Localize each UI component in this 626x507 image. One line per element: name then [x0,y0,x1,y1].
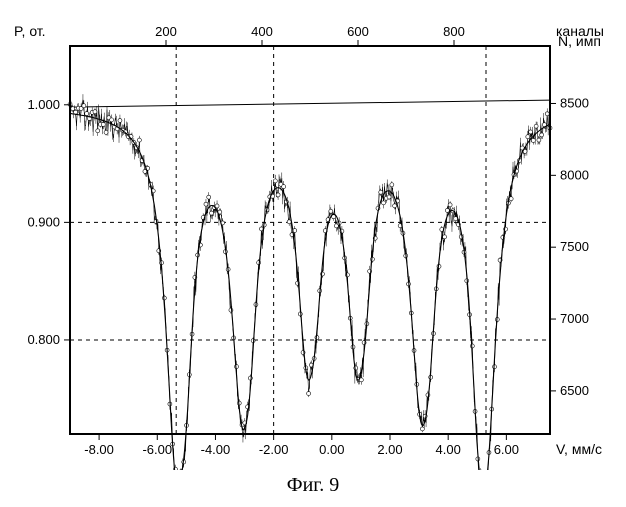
svg-text:8000: 8000 [560,167,589,182]
svg-text:0.900: 0.900 [27,214,60,229]
svg-text:200: 200 [155,24,177,39]
mossbauer-chart: -8.00 -6.00 -4.00 -2.00 0.00 2.00 4.00 6.00 V, м… [10,10,616,470]
svg-text:8500: 8500 [560,95,589,110]
svg-text:6.00: 6.00 [494,442,519,457]
svg-text:7500: 7500 [560,239,589,254]
svg-text:400: 400 [251,24,273,39]
svg-text:-6.00: -6.00 [142,442,172,457]
svg-text:N, имп: N, имп [558,33,601,49]
svg-text:4.00: 4.00 [436,442,461,457]
svg-text:7000: 7000 [560,311,589,326]
svg-text:0.00: 0.00 [319,442,344,457]
figure-caption: Фиг. 9 [10,474,616,497]
svg-text:-4.00: -4.00 [201,442,231,457]
svg-text:P, от.: P, от. [14,23,46,39]
svg-text:2.00: 2.00 [377,442,402,457]
svg-text:800: 800 [443,24,465,39]
svg-text:V, мм/с: V, мм/с [556,441,602,457]
svg-text:-2.00: -2.00 [259,442,289,457]
svg-text:1.000: 1.000 [27,97,60,112]
svg-text:-8.00: -8.00 [84,442,114,457]
chart-container: -8.00 -6.00 -4.00 -2.00 0.00 2.00 4.00 6.00 V, м… [10,10,616,470]
svg-text:600: 600 [347,24,369,39]
svg-text:0.800: 0.800 [27,332,60,347]
svg-text:6500: 6500 [560,383,589,398]
